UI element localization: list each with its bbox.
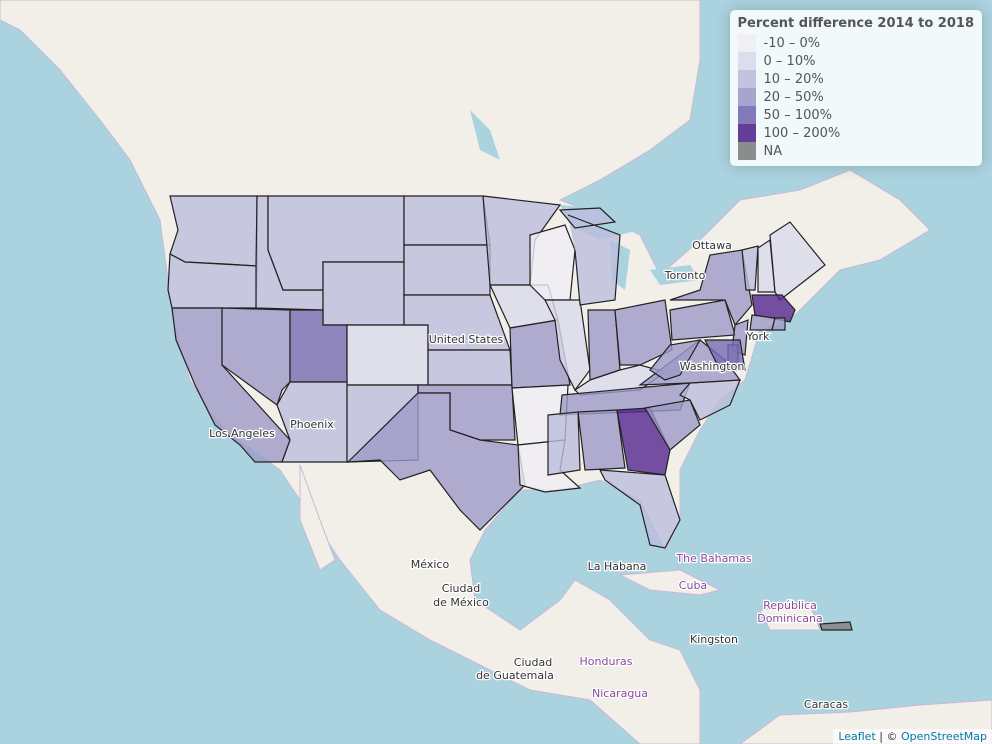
legend-swatch [737,70,756,88]
place-label: Los Angeles [209,427,275,440]
place-label: United States [429,333,504,346]
place-label: The Bahamas [675,552,751,565]
state [649,339,702,381]
legend-label: -10 – 0% [763,35,821,51]
legend-swatch [737,52,756,70]
state [509,319,571,389]
legend-label: 20 – 50% [763,89,824,105]
state [558,207,621,306]
land [299,464,336,571]
land [618,569,722,596]
legend-swatch [737,142,756,160]
legend-swatch [737,106,756,124]
legend-swatch [737,34,756,52]
place-label: México [411,558,450,571]
lake [470,110,700,290]
state [819,621,853,631]
place-label: Toronto [664,269,706,282]
state [749,314,776,331]
state [587,309,621,381]
state [704,339,746,371]
legend-item: 10 – 20% [737,70,974,88]
legend-label: 100 – 200% [763,125,841,141]
state [276,381,348,463]
state [427,349,513,386]
legend-swatch [737,124,756,142]
land [759,604,821,631]
legend-item: NA [737,142,974,160]
legend-swatch [737,88,756,106]
place-label: Ciudad [514,656,552,669]
state [403,195,491,246]
place-label: República [763,599,817,612]
state [614,299,673,366]
state [322,261,405,326]
place-label: de México [433,596,489,609]
place-label: Ottawa [692,239,732,252]
place-label: Phoenix [290,418,334,431]
legend-title: Percent difference 2014 to 2018 [737,16,974,31]
place-label: de Guatemala [476,669,554,682]
state [771,317,786,331]
place-label: La Habana [588,560,647,573]
state [751,294,796,323]
legend-item: 100 – 200% [737,124,974,142]
state [769,221,826,301]
place-label: Cuba [679,579,707,592]
state [644,399,701,451]
place-label: Ciudad [442,582,480,595]
place-label: Nicaragua [592,687,648,700]
legend-item: 20 – 50% [737,88,974,106]
legend-item: 0 – 10% [737,52,974,70]
place-label: Kingston [690,633,738,646]
osm-link[interactable]: OpenStreetMap [900,730,987,743]
legend-item: 50 – 100% [737,106,974,124]
state [403,244,491,296]
place-label: Washington [680,360,745,373]
state [169,195,258,267]
place-label: Dominicana [757,612,823,625]
attribution-separator: | © [879,730,898,743]
legend-label: 50 – 100% [763,107,832,123]
state [577,409,626,471]
leaflet-link[interactable]: Leaflet [838,730,876,743]
legend: Percent difference 2014 to 2018 -10 – 0%… [729,10,982,166]
attribution: Leaflet | © OpenStreetMap [833,729,992,744]
state [529,224,576,301]
place-label: Honduras [580,655,633,668]
state [346,324,429,386]
state [346,392,526,531]
place-label: Caracas [804,698,848,711]
legend-label: 10 – 20% [763,71,824,87]
legend-item: -10 – 0% [737,34,974,52]
place-label: York [746,330,771,343]
legend-label: 0 – 10% [763,53,816,69]
state [741,245,759,291]
state [547,411,581,476]
legend-label: NA [763,143,783,159]
state [598,469,681,549]
